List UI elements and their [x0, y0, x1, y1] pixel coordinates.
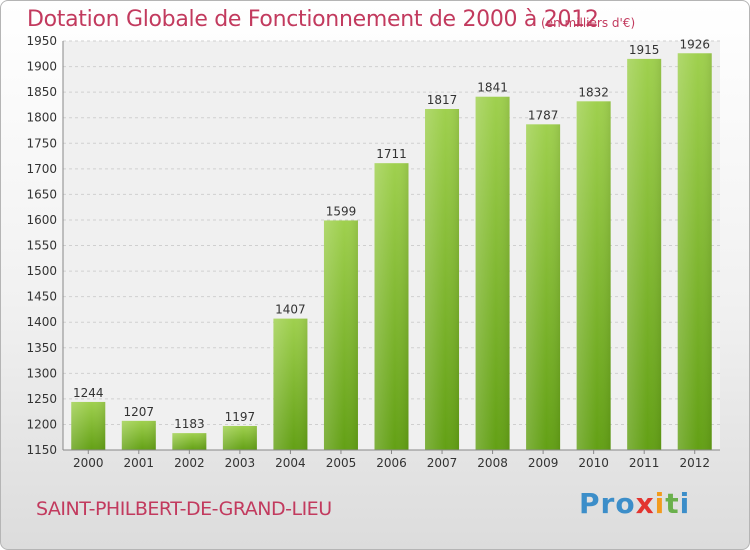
x-tick-label: 2004 [275, 456, 306, 470]
logo-part: x [635, 487, 655, 520]
logo-part: i [679, 487, 691, 520]
x-tick-label: 2000 [73, 456, 104, 470]
bar-shade [475, 96, 510, 450]
chart-title: Dotation Globale de Fonctionnement de 20… [27, 7, 599, 32]
x-tick-label: 2010 [578, 456, 609, 470]
y-tick-label: 1200 [26, 417, 57, 431]
logo-part: i [654, 487, 666, 520]
data-label: 1817 [427, 93, 458, 107]
data-label: 1832 [578, 85, 609, 99]
y-tick-label: 1550 [26, 239, 57, 253]
x-tick-label: 2006 [376, 456, 407, 470]
commune-name: SAINT-PHILBERT-DE-GRAND-LIEU [36, 498, 332, 520]
x-tick-label: 2003 [225, 456, 256, 470]
y-tick-label: 1250 [26, 392, 57, 406]
logo-part: Pro [579, 487, 636, 520]
y-tick-label: 1650 [26, 187, 57, 201]
bar-shade [627, 58, 662, 451]
bar-shade [526, 124, 561, 451]
x-tick-label: 2012 [679, 456, 710, 470]
y-tick-label: 1350 [26, 341, 57, 355]
data-label: 1244 [73, 386, 104, 400]
x-tick-label: 2005 [326, 456, 357, 470]
data-label: 1711 [376, 147, 407, 161]
x-tick-label: 2009 [528, 456, 559, 470]
bar-shade [576, 101, 611, 450]
x-tick-label: 2011 [629, 456, 660, 470]
x-tick-label: 2001 [124, 456, 155, 470]
x-tick-label: 2007 [427, 456, 458, 470]
logo-part: t [665, 487, 680, 520]
bar-shade [222, 425, 257, 450]
bar-shade [677, 53, 712, 451]
bar-shade [71, 401, 106, 450]
data-label: 1915 [629, 43, 660, 57]
data-label: 1926 [679, 37, 710, 51]
data-label: 1787 [528, 108, 559, 122]
data-label: 1197 [225, 410, 256, 424]
data-label: 1407 [275, 303, 306, 317]
bar-shade [121, 420, 156, 450]
y-tick-label: 1900 [26, 60, 57, 74]
y-tick-label: 1400 [26, 315, 57, 329]
y-tick-label: 1150 [26, 443, 57, 457]
y-tick-label: 1500 [26, 264, 57, 278]
y-tick-label: 1300 [26, 366, 57, 380]
x-tick-label: 2002 [174, 456, 205, 470]
bar-shade [425, 108, 460, 450]
y-tick-label: 1600 [26, 213, 57, 227]
data-label: 1599 [326, 204, 357, 218]
y-tick-label: 1850 [26, 85, 57, 99]
y-tick-label: 1750 [26, 136, 57, 150]
bar-shade [374, 163, 409, 450]
bar-shade [323, 220, 358, 450]
y-tick-label: 1800 [26, 111, 57, 125]
chart-subtitle: (en milliers d'€) [541, 16, 636, 30]
proxiti-logo: Proxiti [579, 487, 690, 520]
bar-shade [172, 433, 207, 450]
bar-shade [273, 318, 308, 450]
y-tick-label: 1950 [26, 34, 57, 48]
x-tick-label: 2008 [477, 456, 508, 470]
y-tick-label: 1450 [26, 290, 57, 304]
data-label: 1841 [477, 81, 508, 95]
data-label: 1183 [174, 417, 205, 431]
data-label: 1207 [124, 405, 155, 419]
y-tick-label: 1700 [26, 162, 57, 176]
